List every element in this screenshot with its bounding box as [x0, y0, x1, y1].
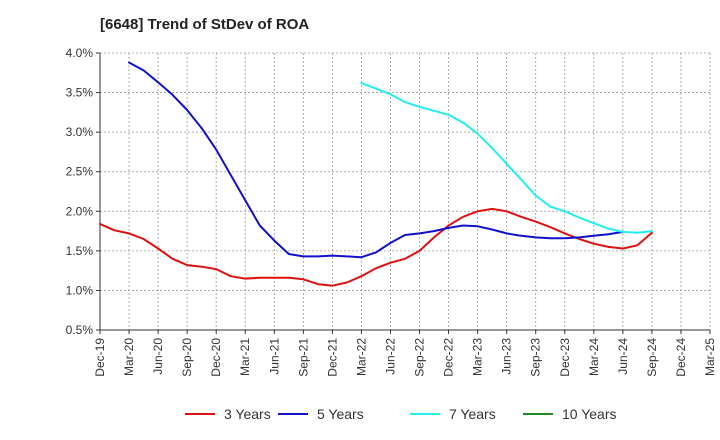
- x-tick-label: Dec-19: [93, 338, 107, 377]
- x-tick-label: Jun-24: [616, 338, 630, 375]
- grid-lines: [99, 52, 711, 331]
- y-axis-tick-labels: 0.5% 1.0% 1.5% 2.0% 2.5% 3.0% 3.5% 4.0%: [66, 46, 94, 337]
- x-tick-label: Sep-21: [296, 338, 310, 377]
- x-tick-label: Mar-21: [238, 338, 252, 376]
- legend-label-4: 10 Years: [562, 406, 617, 422]
- x-tick-label: Sep-23: [529, 338, 543, 377]
- y-tick-label: 1.5%: [66, 244, 94, 258]
- x-tick-label: Mar-23: [471, 338, 485, 376]
- x-tick-label: Mar-20: [122, 338, 136, 376]
- x-axis-tick-labels: Dec-19 Mar-20 Jun-20 Sep-20 Dec-20 Mar-21 Jun-…: [93, 338, 717, 377]
- x-tick-label: Jun-21: [267, 338, 281, 375]
- x-tick-label: Dec-21: [325, 338, 339, 377]
- series-line-3: [360, 82, 653, 234]
- legend-label-2: 5 Years: [317, 406, 364, 422]
- x-tick-label: Dec-23: [558, 338, 572, 377]
- y-tick-label: 3.0%: [66, 125, 94, 139]
- series-lines: [99, 61, 653, 287]
- x-tick-label: Mar-22: [354, 338, 368, 376]
- x-tick-label: Dec-20: [209, 338, 223, 377]
- x-tick-label: Jun-22: [383, 338, 397, 375]
- legend: 3 Years 5 Years 7 Years 10 Years: [185, 406, 617, 422]
- chart-title: [6648] Trend of StDev of ROA: [100, 16, 310, 33]
- y-tick-label: 3.5%: [66, 86, 94, 100]
- y-tick-label: 4.0%: [66, 46, 94, 60]
- y-tick-label: 2.0%: [66, 204, 94, 218]
- series-line-1: [99, 207, 653, 287]
- x-tick-label: Sep-22: [413, 338, 427, 377]
- x-tick-label: Dec-24: [674, 338, 688, 377]
- x-tick-label: Mar-24: [587, 338, 601, 376]
- x-tick-label: Sep-24: [645, 338, 659, 377]
- x-tick-label: Jun-23: [500, 338, 514, 375]
- legend-label-1: 3 Years: [224, 406, 271, 422]
- series-line-2: [128, 61, 624, 259]
- x-tick-label: Sep-20: [180, 338, 194, 377]
- x-tick-label: Jun-20: [151, 338, 165, 375]
- y-tick-label: 1.0%: [66, 283, 94, 297]
- x-tick-label: Dec-22: [442, 338, 456, 377]
- x-tick-label: Mar-25: [703, 338, 717, 376]
- axes: [96, 52, 711, 334]
- y-tick-label: 0.5%: [66, 323, 94, 337]
- legend-label-3: 7 Years: [449, 406, 496, 422]
- y-tick-label: 2.5%: [66, 165, 94, 179]
